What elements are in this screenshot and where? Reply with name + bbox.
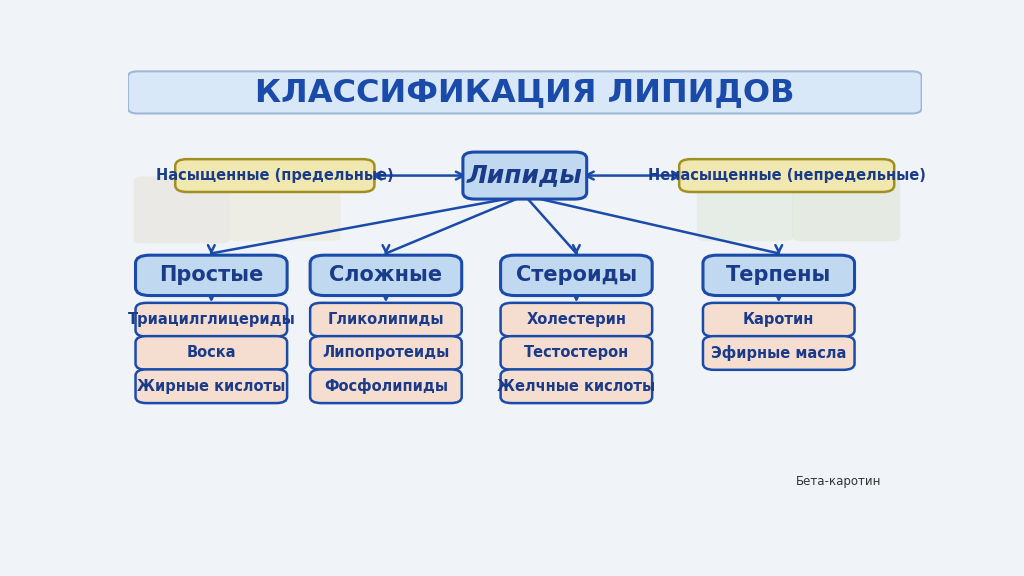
FancyBboxPatch shape	[133, 176, 229, 244]
Text: Триацилглицериды: Триацилглицериды	[127, 312, 295, 327]
FancyBboxPatch shape	[501, 336, 652, 370]
Text: Стероиды: Стероиды	[516, 266, 637, 285]
FancyBboxPatch shape	[702, 303, 855, 336]
FancyBboxPatch shape	[501, 369, 652, 403]
FancyBboxPatch shape	[135, 369, 287, 403]
FancyBboxPatch shape	[135, 336, 287, 370]
Text: Тестостерон: Тестостерон	[523, 346, 629, 361]
Text: Насыщенные (предельные): Насыщенные (предельные)	[156, 168, 393, 183]
Text: Гликолипиды: Гликолипиды	[328, 312, 444, 327]
Text: Простые: Простые	[159, 266, 263, 285]
FancyBboxPatch shape	[310, 255, 462, 295]
Text: Жирные кислоты: Жирные кислоты	[137, 379, 286, 394]
Text: Липопротеиды: Липопротеиды	[323, 346, 450, 361]
Text: Холестерин: Холестерин	[526, 312, 627, 327]
FancyBboxPatch shape	[228, 176, 341, 241]
FancyBboxPatch shape	[175, 159, 375, 192]
FancyBboxPatch shape	[501, 303, 652, 336]
FancyBboxPatch shape	[702, 255, 855, 295]
Text: Воска: Воска	[186, 346, 237, 361]
Text: КЛАССИФИКАЦИЯ ЛИПИДОВ: КЛАССИФИКАЦИЯ ЛИПИДОВ	[255, 77, 795, 108]
FancyBboxPatch shape	[135, 303, 287, 336]
FancyBboxPatch shape	[463, 152, 587, 199]
Text: Бета-каротин: Бета-каротин	[796, 475, 881, 488]
Text: Эфирные масла: Эфирные масла	[711, 345, 847, 361]
Text: Желчные кислоты: Желчные кислоты	[498, 379, 655, 394]
FancyBboxPatch shape	[501, 255, 652, 295]
FancyBboxPatch shape	[310, 336, 462, 370]
FancyBboxPatch shape	[702, 336, 855, 370]
Text: Липиды: Липиды	[467, 164, 583, 188]
FancyBboxPatch shape	[310, 369, 462, 403]
FancyBboxPatch shape	[310, 303, 462, 336]
Text: Фосфолипиды: Фосфолипиды	[324, 378, 447, 394]
Text: Сложные: Сложные	[330, 266, 442, 285]
FancyBboxPatch shape	[697, 176, 793, 241]
Text: Каротин: Каротин	[743, 312, 814, 327]
FancyBboxPatch shape	[793, 176, 900, 241]
FancyBboxPatch shape	[135, 255, 287, 295]
FancyBboxPatch shape	[128, 71, 922, 113]
FancyBboxPatch shape	[679, 159, 894, 192]
Text: Терпены: Терпены	[726, 266, 831, 285]
Text: Ненасыщенные (непредельные): Ненасыщенные (непредельные)	[648, 168, 926, 183]
